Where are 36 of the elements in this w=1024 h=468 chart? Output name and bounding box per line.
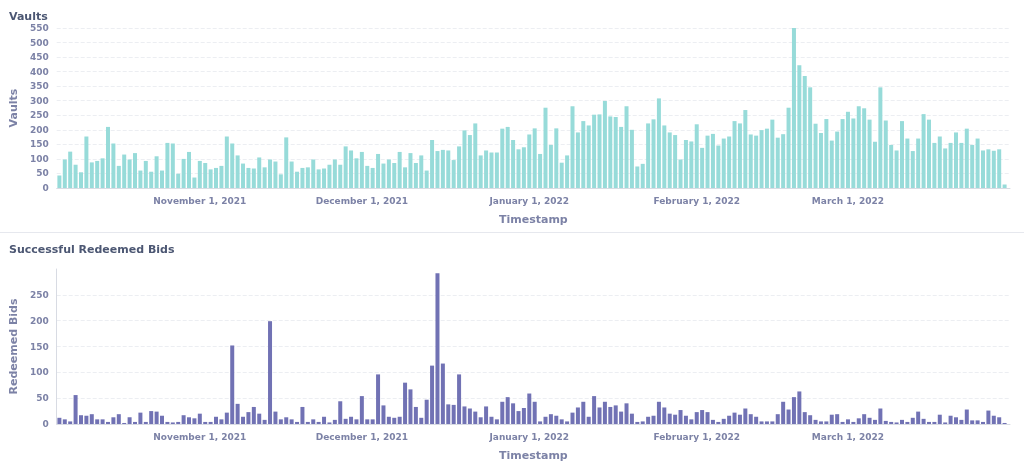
y-tick-label: 250 — [29, 110, 49, 121]
y-tick-label: 50 — [36, 168, 49, 179]
chart-title: Vaults — [9, 10, 49, 23]
y-tick-label: 300 — [29, 95, 49, 106]
x-tick-label: December 1, 2021 — [315, 431, 409, 442]
x-tick-label: November 1, 2021 — [153, 431, 247, 442]
x-tick-label: February 1, 2022 — [653, 431, 741, 442]
y-tick-label: 550 — [29, 23, 49, 33]
y-tick-label: 0 — [42, 419, 49, 429]
bar — [57, 175, 62, 188]
bar — [57, 417, 62, 424]
y-tick-label: 100 — [29, 367, 49, 378]
x-tick-label: March 1, 2022 — [811, 195, 885, 206]
y-axis-title: Vaults — [7, 88, 20, 128]
x-tick-label: December 1, 2021 — [315, 195, 409, 206]
y-tick-label: 200 — [29, 124, 49, 135]
x-tick-label: November 1, 2021 — [153, 195, 247, 206]
x-axis-title: Timestamp — [498, 213, 568, 226]
y-tick-label: 400 — [29, 66, 49, 77]
x-axis-title: Timestamp — [498, 449, 568, 462]
y-tick-label: 100 — [29, 153, 49, 164]
y-tick-label: 150 — [29, 139, 49, 150]
x-tick-label: February 1, 2022 — [653, 195, 741, 206]
x-tick-label: January 1, 2022 — [488, 431, 570, 442]
y-tick-label: 0 — [42, 183, 49, 193]
y-tick-label: 450 — [29, 52, 49, 63]
y-axis-title: Redeemed Bids — [7, 298, 20, 395]
y-tick-label: 200 — [29, 315, 49, 326]
y-tick-label: 150 — [29, 341, 49, 352]
y-tick-label: 350 — [29, 81, 49, 92]
chart-title: Successful Redeemed Bids — [9, 243, 175, 256]
x-tick-label: March 1, 2022 — [811, 431, 885, 442]
y-tick-label: 500 — [29, 37, 49, 48]
x-tick-label: January 1, 2022 — [488, 195, 570, 206]
y-tick-label: 250 — [29, 289, 49, 300]
y-tick-label: 50 — [36, 393, 49, 404]
